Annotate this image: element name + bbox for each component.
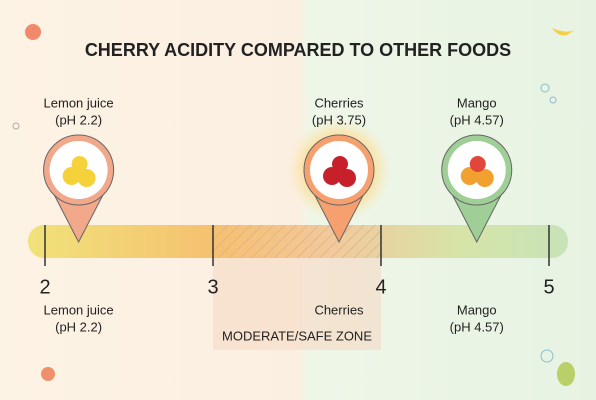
food-icon (71, 156, 88, 172)
pin-value-label: (pH 4.57) (450, 112, 504, 127)
plot: MODERATE/SAFE ZONE 2 3 4 5 Lemon juice (pH 2.2… (28, 95, 568, 350)
bottom-label: Cherries (314, 302, 364, 317)
food-icon (460, 167, 479, 185)
food-icon (338, 169, 356, 187)
zone-label: MODERATE/SAFE ZONE (222, 328, 372, 343)
bottom-label: (pH 2.2) (55, 319, 102, 334)
food-icon (77, 169, 96, 187)
food-icon (62, 167, 81, 185)
x-tick-label: 5 (543, 276, 554, 298)
pin-name: Cherries (314, 95, 364, 110)
bottom-label: Lemon juice (44, 302, 114, 317)
x-tick-label: 2 (39, 276, 50, 298)
pin (441, 134, 513, 244)
bottom-label: (pH 4.57) (450, 319, 504, 334)
pin (287, 118, 391, 244)
bottom-label: Mango (457, 302, 497, 317)
pin-value-label: (pH 2.2) (55, 112, 102, 127)
pin-value-label: (pH 3.75) (312, 112, 366, 127)
x-tick-label: 4 (375, 276, 386, 298)
pin (43, 134, 115, 244)
chart-title: CHERRY ACIDITY COMPARED TO OTHER FOODS (85, 40, 511, 60)
decorations (12, 24, 575, 386)
food-icon (469, 156, 486, 172)
pin-name: Lemon juice (44, 95, 114, 110)
food-icon (475, 169, 494, 187)
zone-hatch (213, 225, 381, 258)
x-tick-label: 3 (207, 276, 218, 298)
food-icon (332, 156, 348, 172)
pin-name: Mango (457, 95, 497, 110)
food-icon (323, 167, 341, 185)
